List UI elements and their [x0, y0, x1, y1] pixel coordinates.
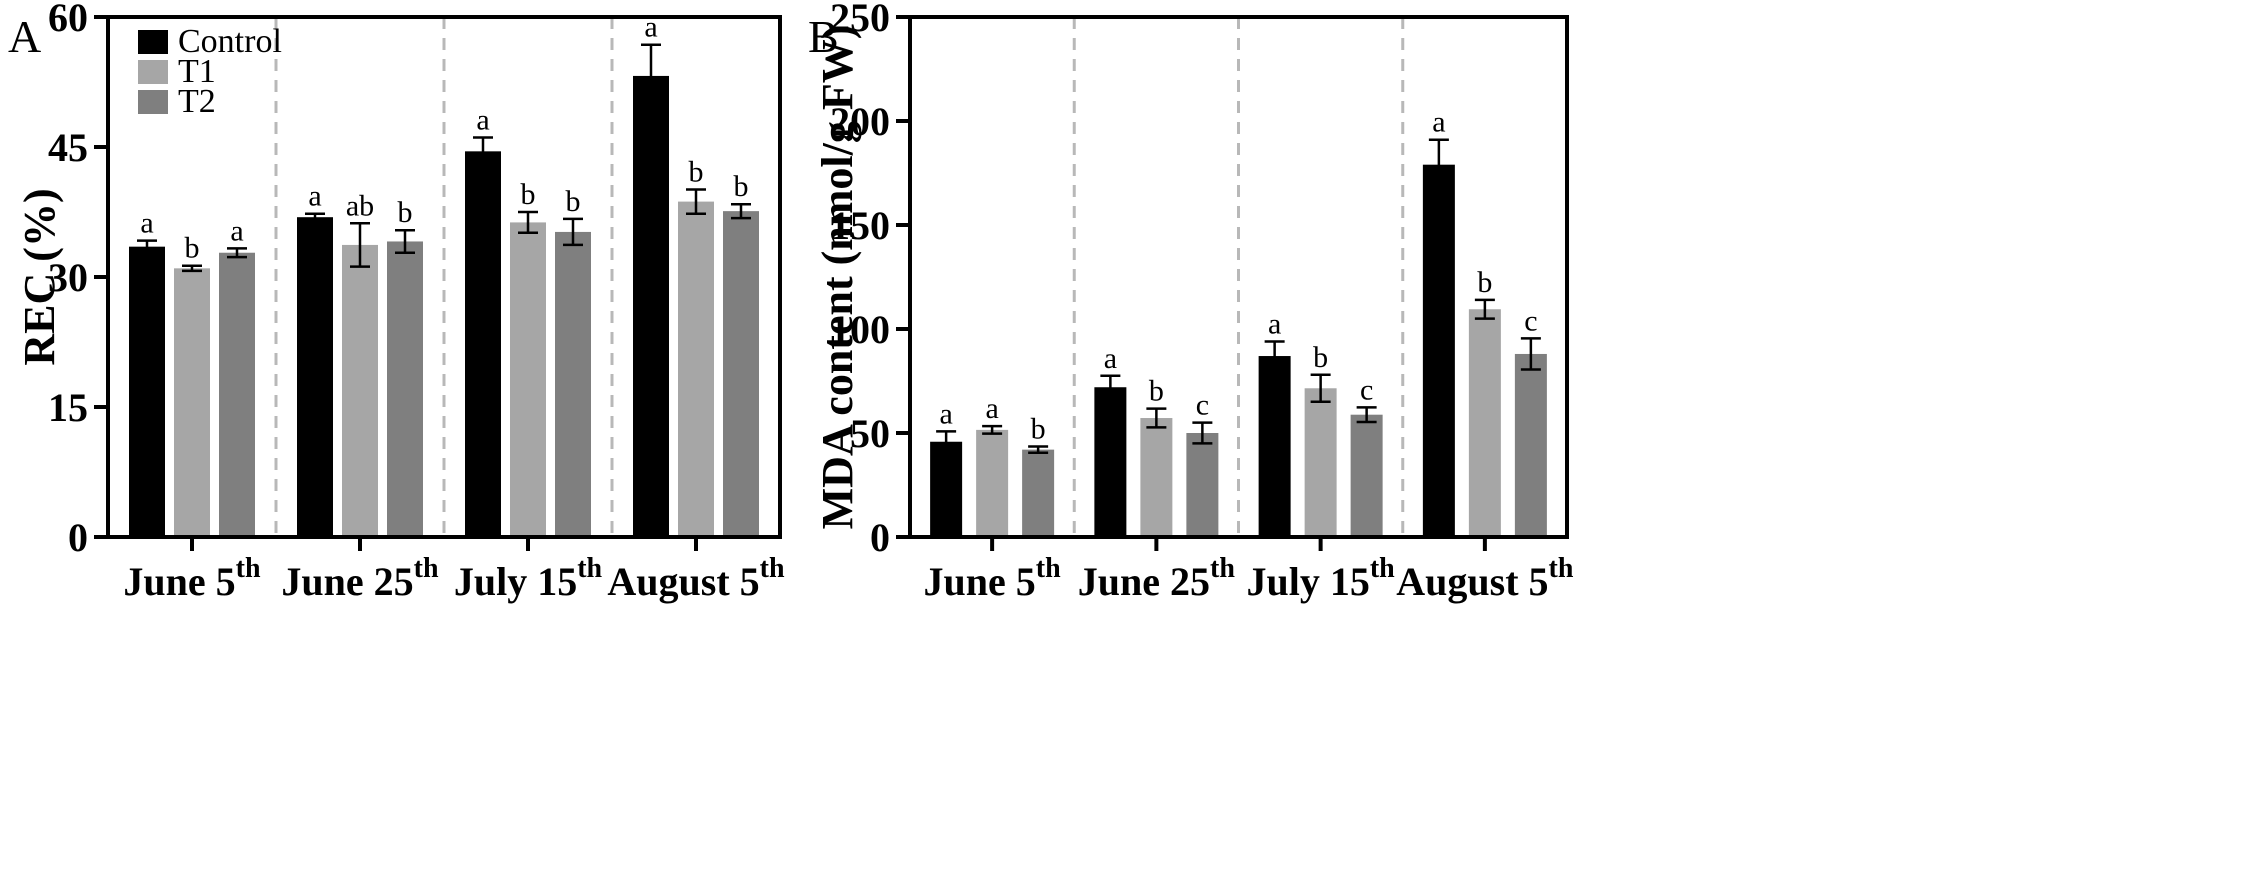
significance-label: b — [398, 196, 413, 229]
x-tick-label-main: July 15 — [454, 559, 577, 604]
y-tick-label: 45 — [48, 125, 88, 170]
significance-label: c — [1360, 373, 1373, 406]
x-tick-label: June 5th — [924, 553, 1062, 604]
plot-frame — [908, 15, 1569, 539]
significance-label: a — [140, 207, 153, 240]
bar — [976, 429, 1009, 537]
significance-label: a — [1104, 342, 1117, 375]
x-tick-label-sup: th — [1549, 553, 1574, 584]
x-tick-label: August 5th — [1396, 553, 1574, 604]
x-tick-label-sup: th — [236, 553, 261, 584]
x-tick-label-sup: th — [414, 553, 439, 584]
x-tick-label-sup: th — [760, 553, 785, 584]
significance-label: a — [1268, 307, 1281, 340]
legend-label: Control — [178, 23, 282, 60]
bar — [1022, 449, 1055, 537]
y-tick-label: 150 — [830, 203, 890, 248]
bar — [1140, 418, 1173, 537]
x-tick-label-sup: th — [577, 553, 602, 584]
significance-label: c — [1196, 389, 1209, 422]
significance-label: ab — [346, 189, 374, 222]
significance-label: b — [734, 170, 749, 203]
bar — [297, 217, 333, 537]
x-tick-label: June 25th — [1078, 553, 1236, 604]
x-tick-label-sup: th — [1036, 553, 1061, 584]
x-tick-label: July 15th — [1246, 553, 1395, 604]
x-tick-label-main: August 5 — [1396, 559, 1548, 604]
bar — [1468, 309, 1501, 537]
y-axis-title: MDA content (nmol/g FW) — [813, 25, 862, 530]
significance-label: c — [1524, 304, 1537, 337]
significance-label: a — [476, 103, 489, 136]
y-tick-label: 100 — [830, 307, 890, 352]
x-tick-label: June 5th — [123, 553, 261, 604]
significance-label: a — [985, 392, 998, 425]
legend-swatch — [138, 30, 168, 54]
x-tick-label: August 5th — [607, 553, 785, 604]
bar — [1304, 388, 1337, 537]
significance-label: b — [689, 155, 704, 188]
bar — [555, 231, 591, 537]
x-tick-label-main: June 5 — [924, 559, 1036, 604]
bar — [1186, 433, 1219, 537]
y-tick-label: 200 — [830, 99, 890, 144]
y-tick-label: 0 — [68, 515, 88, 560]
bar — [1094, 387, 1127, 537]
bar — [1258, 356, 1291, 537]
significance-label: b — [1149, 375, 1164, 408]
y-tick-label: 15 — [48, 385, 88, 430]
significance-label: a — [939, 397, 952, 430]
bar — [1514, 353, 1547, 537]
bar — [510, 222, 546, 537]
panel-letter: B — [808, 11, 839, 62]
significance-label: b — [1313, 341, 1328, 374]
x-tick-label-sup: th — [1210, 553, 1235, 584]
significance-label: b — [1031, 413, 1046, 446]
y-tick-label: 50 — [850, 411, 890, 456]
significance-label: b — [1477, 266, 1492, 299]
bar — [342, 244, 378, 537]
x-tick-label-main: June 25 — [1078, 559, 1210, 604]
bar — [129, 246, 165, 537]
bar — [678, 201, 714, 537]
panel-letter: A — [8, 11, 41, 62]
x-tick-label: June 25th — [281, 553, 439, 604]
significance-label: a — [308, 180, 321, 213]
significance-label: a — [230, 214, 243, 247]
significance-label: a — [1432, 106, 1445, 139]
bar — [1422, 164, 1455, 537]
legend-label: T1 — [178, 53, 216, 90]
y-tick-label: 0 — [870, 515, 890, 560]
bar — [723, 211, 759, 537]
y-tick-label: 60 — [48, 0, 88, 40]
bar — [219, 252, 255, 537]
y-tick-label: 30 — [48, 255, 88, 300]
x-tick-label-main: June 5 — [123, 559, 235, 604]
x-tick-label-main: July 15 — [1246, 559, 1369, 604]
bar — [930, 441, 963, 537]
legend-label: T2 — [178, 83, 216, 120]
y-tick-label: 250 — [830, 0, 890, 40]
legend-swatch — [138, 90, 168, 114]
x-tick-label-main: June 25 — [281, 559, 413, 604]
significance-label: b — [521, 178, 536, 211]
bar — [387, 241, 423, 537]
legend-swatch — [138, 60, 168, 84]
x-tick-label: July 15th — [454, 553, 603, 604]
bar — [633, 75, 669, 537]
bar — [1350, 414, 1383, 537]
x-tick-label-main: August 5 — [607, 559, 759, 604]
y-axis-title: REC (%) — [15, 188, 64, 365]
significance-label: b — [566, 185, 581, 218]
bar — [174, 268, 210, 537]
significance-label: b — [185, 232, 200, 265]
bar — [465, 151, 501, 538]
x-tick-label-sup: th — [1370, 553, 1395, 584]
